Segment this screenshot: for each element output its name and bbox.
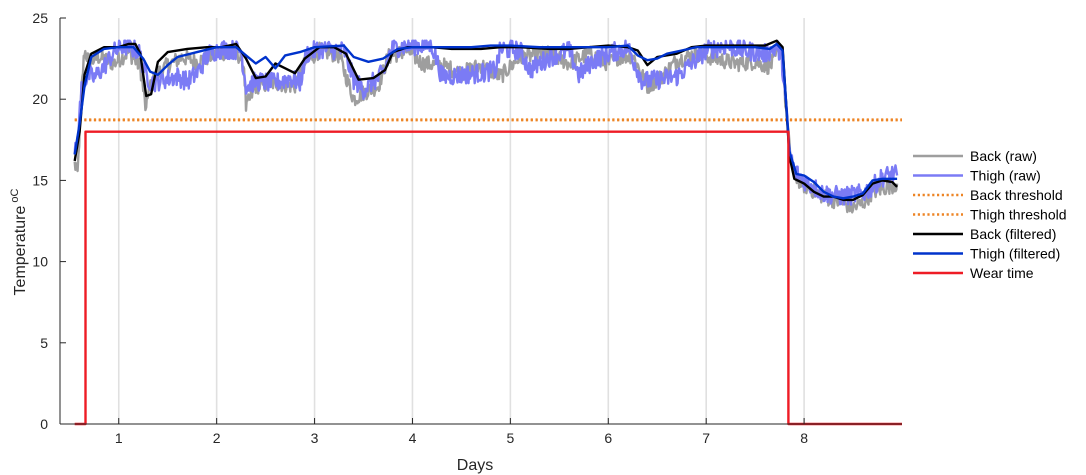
legend-label-2: Back threshold	[970, 187, 1063, 203]
y-tick-label-20: 20	[32, 91, 48, 107]
y-axis-label-text: Temperature	[12, 206, 29, 296]
legend-label-4: Back (filtered)	[970, 226, 1056, 242]
legend-label-0: Back (raw)	[970, 148, 1037, 164]
x-tick-label-4: 4	[409, 430, 417, 446]
legend-label-6: Wear time	[970, 265, 1034, 281]
series-line-5	[73, 42, 898, 200]
series-line-6	[74, 130, 902, 426]
x-tick-label-3: 3	[311, 430, 319, 446]
y-axis-unit: oC	[9, 188, 21, 202]
x-axis-label: Days	[457, 457, 493, 474]
series-line-1	[73, 39, 899, 206]
x-tick-label-2: 2	[213, 430, 221, 446]
y-tick-label-25: 25	[32, 10, 48, 26]
y-axis-label: Temperature oC	[9, 188, 29, 295]
y-tick-label-15: 15	[32, 172, 48, 188]
legend-label-3: Thigh threshold	[970, 207, 1067, 223]
y-tick-label-0: 0	[40, 416, 48, 432]
plot-series	[73, 39, 902, 426]
legend-label-1: Thigh (raw)	[970, 168, 1041, 184]
y-tick-label-10: 10	[32, 254, 48, 270]
grid-lines	[117, 18, 805, 424]
x-tick-label-6: 6	[604, 430, 612, 446]
x-tick-label-5: 5	[506, 430, 514, 446]
y-tick-label-5: 5	[40, 335, 48, 351]
x-tick-label-8: 8	[800, 430, 808, 446]
legend-label-5: Thigh (filtered)	[970, 246, 1060, 262]
x-tick-label-7: 7	[702, 430, 710, 446]
legend: Back (raw) Thigh (raw) Back threshold Thigh…	[913, 148, 1067, 281]
axes: 0 5 10 15 20 25 1 2 3 4 5 6 7 8	[32, 10, 902, 446]
x-tick-label-1: 1	[115, 430, 123, 446]
